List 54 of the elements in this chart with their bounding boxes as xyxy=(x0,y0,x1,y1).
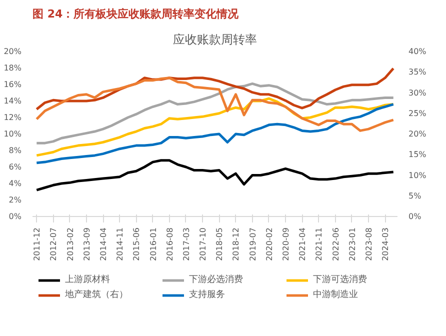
x-tick-label: 2013-09 xyxy=(82,227,92,261)
y-tick-label: 18% xyxy=(4,64,22,72)
x-tick-label: 2018-05 xyxy=(215,227,224,261)
x-tick-label: 2021-11 xyxy=(314,227,324,261)
y2-tick-label: 20% xyxy=(408,130,427,138)
x-tick-label: 2023-01 xyxy=(348,227,357,261)
x-tick-label: 2016-08 xyxy=(165,227,174,261)
y2-tick-label: 5% xyxy=(408,191,422,200)
x-tick-label: 2015-06 xyxy=(132,227,142,261)
line-series xyxy=(35,103,395,164)
line-series xyxy=(35,82,395,144)
x-tick-label: 2013-02 xyxy=(66,227,75,261)
y2-tick-label: 30% xyxy=(408,88,427,98)
y-tick-label: 2% xyxy=(8,196,22,204)
y2-tick-label: 40% xyxy=(408,47,427,56)
y-tick-label: 10% xyxy=(4,130,22,138)
x-tick-label: 2024-03 xyxy=(381,227,390,261)
chart-title: 图 24：所有板块应收账款周转率变化情况 xyxy=(32,8,240,20)
legend-label: 下游必选消费 xyxy=(189,274,244,286)
line-series xyxy=(35,159,395,192)
x-tick-label: 2019-07 xyxy=(248,227,258,261)
y-tick-label: 0% xyxy=(8,212,22,221)
y2-tick-label: 15% xyxy=(408,150,427,160)
y2-tick-label: 10% xyxy=(408,170,427,180)
y-tick-label: 20% xyxy=(4,47,22,56)
x-tick-label: 2014-04 xyxy=(99,227,108,261)
x-tick-label: 2017-10 xyxy=(198,227,208,261)
y-tick-label: 4% xyxy=(8,179,22,188)
y-tick-label: 14% xyxy=(4,96,22,106)
x-tick-label: 2022-06 xyxy=(331,227,340,261)
x-tick-label: 2014-11 xyxy=(116,227,125,261)
chart-subtitle: 应收账款周转率 xyxy=(173,32,257,46)
y2-tick-label: 35% xyxy=(408,68,427,77)
x-tick-label: 2011-12 xyxy=(32,227,42,261)
y-tick-label: 6% xyxy=(8,162,22,172)
line-series xyxy=(35,76,395,132)
legend-label: 地产建筑（右） xyxy=(65,288,129,301)
y-tick-label: 8% xyxy=(8,146,22,155)
x-tick-label: 2021-04 xyxy=(298,227,308,261)
x-tick-label: 2016-01 xyxy=(148,227,158,261)
legend-label: 中游制造业 xyxy=(313,288,359,301)
x-tick-label: 2020-02 xyxy=(264,227,274,261)
y-tick-label: 12% xyxy=(4,113,22,122)
x-tick-label: 2017-03 xyxy=(182,227,191,261)
x-tick-label: 2023-08 xyxy=(364,227,374,261)
y-tick-label: 16% xyxy=(4,80,22,89)
legend-label: 上游原材料 xyxy=(65,274,111,286)
x-tick-label: 2018-12 xyxy=(232,227,241,261)
y2-tick-label: 25% xyxy=(408,108,427,118)
y2-tick-label: 0% xyxy=(408,212,422,221)
legend-label: 支持服务 xyxy=(189,288,226,301)
x-tick-label: 2012-07 xyxy=(49,227,58,261)
x-tick-label: 2020-09 xyxy=(282,227,291,261)
legend-label: 下游可选消费 xyxy=(313,274,368,286)
